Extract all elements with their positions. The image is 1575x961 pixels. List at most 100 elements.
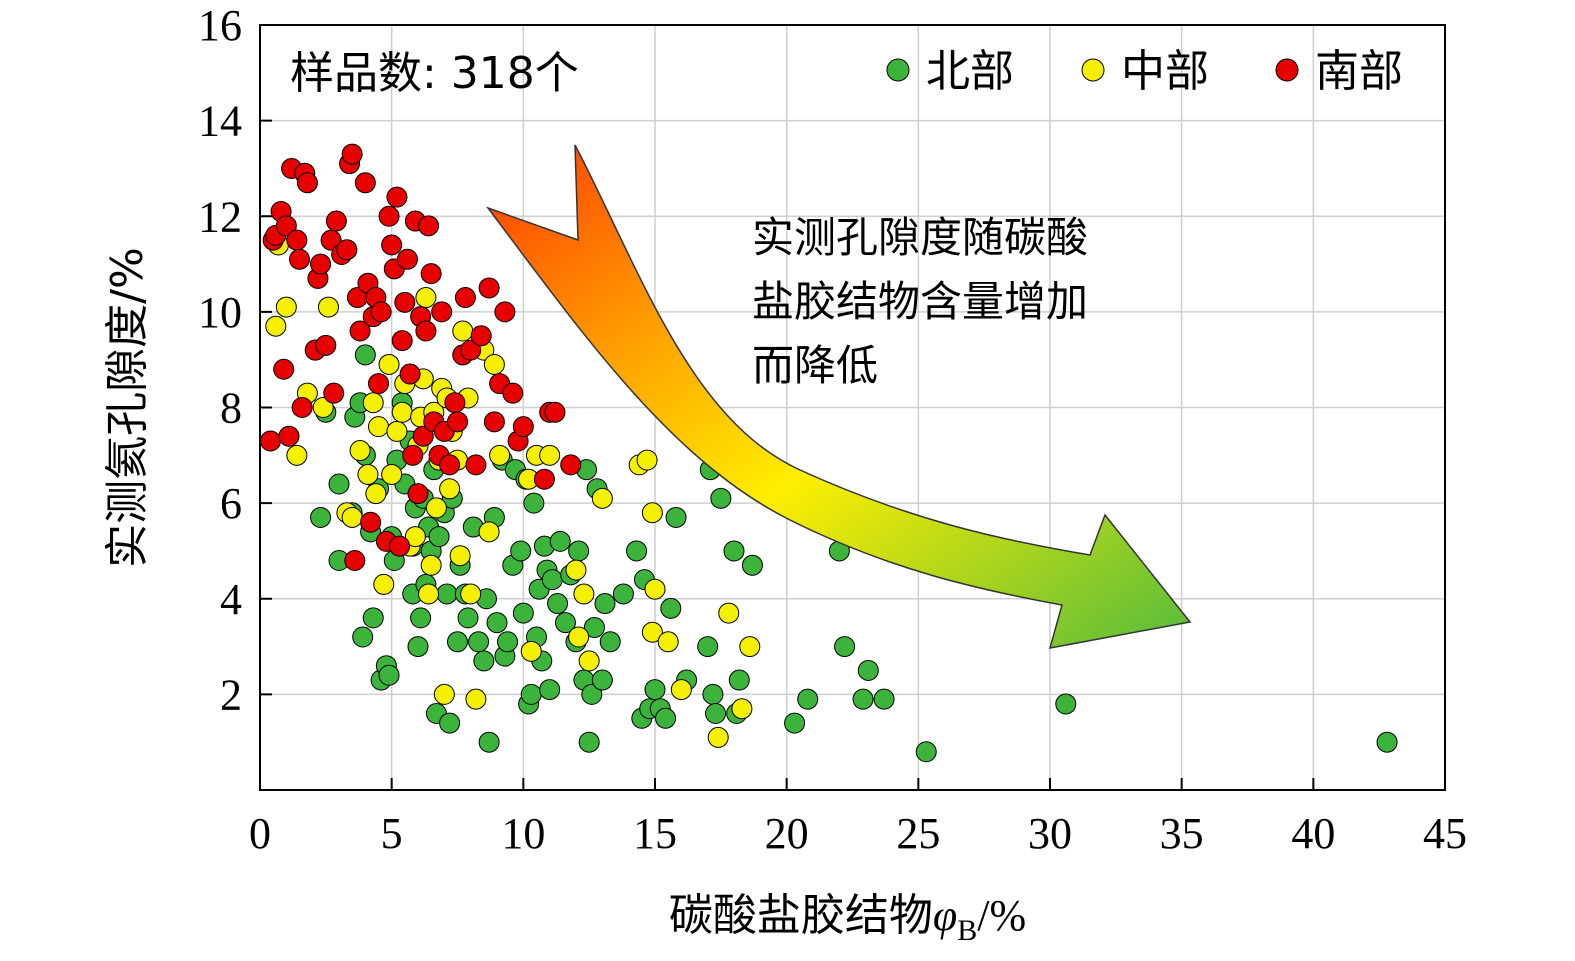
axis-ticks [260,119,1315,790]
data-point [665,506,687,528]
data-point [723,540,745,562]
data-point [325,210,347,232]
data-point [655,707,677,729]
data-point [362,392,384,414]
data-point [644,679,666,701]
x-tick-label: 15 [633,809,677,858]
data-point [560,454,582,476]
data-point [291,397,313,418]
x-label-symbol: φ [933,891,957,940]
data-point [320,229,342,251]
data-point [352,626,374,648]
data-point [420,263,442,285]
data-point [728,669,750,691]
data-point [373,573,395,595]
y-tick-label: 6 [220,479,242,528]
data-point [460,339,482,361]
legend-label: 南部 [1315,46,1403,97]
trend-annotation: 实测孔隙度随碳酸盐胶结物含量增加而降低 [752,213,1088,390]
data-point [317,296,339,318]
data-point [533,468,555,490]
data-point [554,612,576,634]
data-point [470,325,492,347]
data-point [436,583,458,605]
data-point [378,353,400,375]
data-point [523,492,545,514]
data-point [410,607,432,629]
data-point [547,593,569,615]
data-point [465,688,487,710]
data-point [718,602,740,624]
tick-labels: 0 5 10 15 20 25 30 35 40 45 2 4 6 8 10 12 14 16 [198,1,1467,858]
arrow-shape [485,144,1192,649]
data-point [396,248,418,270]
sample-count-note: 样品数: 318个 [290,48,579,99]
data-point [510,540,532,562]
data-point [731,698,753,720]
legend-label: 北部 [926,46,1014,97]
data-point [565,559,587,581]
data-point [591,487,613,509]
data-point [834,636,856,658]
data-point [594,593,616,615]
y-tick-label: 16 [198,1,242,50]
x-tick-label: 20 [765,809,809,858]
data-point [428,526,450,548]
legend-marker [1081,58,1105,82]
data-point [852,688,874,710]
data-point [539,679,561,701]
data-point [468,631,490,653]
data-point [573,583,595,605]
data-point [512,602,534,624]
data-point [578,650,600,672]
data-point [520,640,542,662]
x-tick-label: 30 [1028,809,1072,858]
data-point [310,506,332,528]
data-point [452,320,474,342]
data-point [641,502,663,524]
data-point [739,636,761,658]
data-point [415,320,437,342]
data-point [278,425,300,447]
data-point [425,497,447,519]
y-tick-label: 4 [220,575,242,624]
data-point [386,186,408,208]
data-point [265,315,287,337]
data-point [418,215,440,237]
data-point [365,483,387,505]
data-point [460,583,482,605]
data-point [478,521,500,543]
data-point [707,726,729,748]
y-tick-label: 2 [220,670,242,719]
data-point [657,631,679,653]
x-tick-label: 45 [1423,809,1467,858]
data-point [483,411,505,433]
y-axis-label: 实测氦孔隙度/% [102,247,153,568]
data-point [315,334,337,356]
data-point [915,741,937,763]
data-point [702,683,724,705]
data-point [568,540,590,562]
data-point [473,650,495,672]
data-point [520,683,542,705]
x-label-subscript: B [957,914,977,947]
data-point [354,172,376,194]
y-tick-label: 12 [198,192,242,241]
data-point [591,669,613,691]
x-label-text: 碳酸盐胶结物 [669,890,933,941]
data-point [705,703,727,724]
data-point [273,358,295,380]
data-point [344,550,366,571]
legend-marker [886,58,910,82]
data-point [454,287,476,309]
data-point [626,540,648,562]
y-tick-label: 10 [198,288,242,337]
data-point [407,636,429,658]
y-tick-label: 14 [198,97,242,146]
data-point [357,463,379,485]
data-point [447,631,468,653]
data-point [486,612,508,634]
data-point [328,473,350,495]
data-point [286,229,308,251]
